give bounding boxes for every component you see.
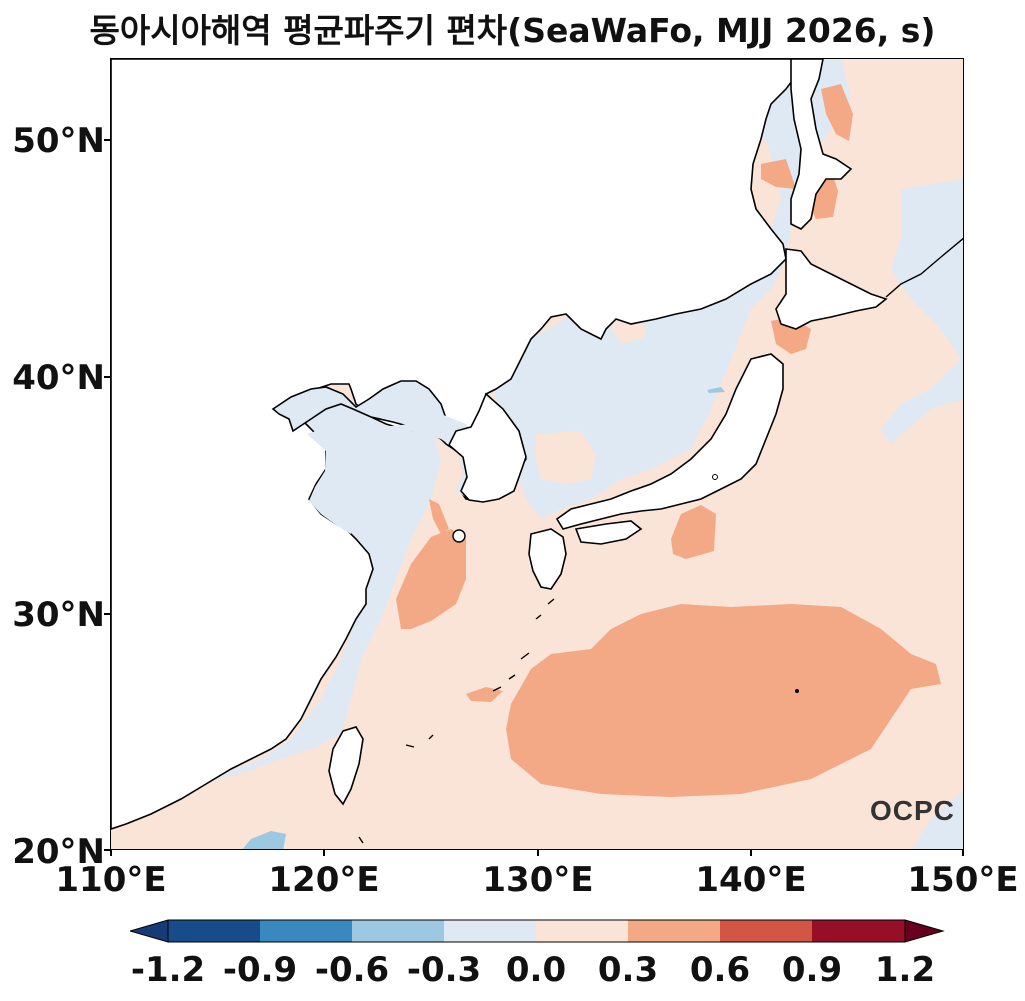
anomaly-fill-pos-low-patch — [536, 431, 596, 484]
colorbar-outline — [167, 919, 906, 943]
lat-label-20n: 20°N — [12, 832, 105, 872]
lat-label-40n: 40°N — [12, 358, 105, 398]
colorbar-segment — [352, 920, 444, 942]
colorbar-segment — [720, 920, 812, 942]
colorbar-segment — [260, 920, 352, 942]
island-jeju — [452, 529, 466, 543]
map-panel — [110, 58, 964, 850]
lat-label-50n: 50°N — [12, 121, 105, 161]
anomaly-fill-pos-mid-strip — [429, 499, 449, 534]
colorbar-segment — [628, 920, 720, 942]
lon-tick — [750, 850, 752, 856]
colorbar-tick-label: 0.0 — [505, 950, 567, 990]
small-islands-south — [358, 734, 434, 844]
land-japan-shikoku — [574, 520, 643, 545]
colorbar-tick-label: 1.2 — [874, 950, 936, 990]
anomaly-fill-pos-mid-eastchina — [396, 529, 466, 629]
lat-tick — [104, 613, 110, 615]
island-small — [712, 474, 718, 480]
lat-tick — [104, 849, 110, 851]
anomaly-fill-neg-low-west — [111, 404, 441, 849]
colorbar-tick-label: -0.3 — [406, 950, 482, 990]
anomaly-fill-neg-mid-small — [707, 387, 725, 393]
lat-tick — [104, 139, 110, 141]
colorbar-tick-label: -0.9 — [222, 950, 298, 990]
lon-label-120e: 120°E — [268, 860, 380, 900]
ryukyu-islands — [492, 598, 555, 692]
korea-peninsula — [448, 392, 527, 503]
lon-tick — [323, 850, 325, 856]
land-japan-kyushu — [528, 528, 567, 590]
anomaly-fill-pos-mid-sakhalin1 — [821, 84, 853, 141]
anomaly-fill-neg-low-southeast — [912, 790, 963, 849]
anomaly-fill-neg-low-northeast — [881, 179, 963, 444]
colorbar-tick-label: 0.6 — [689, 950, 751, 990]
ocpc-logo: OCPC — [870, 795, 955, 826]
colorbar-segment — [444, 920, 536, 942]
island-small — [795, 689, 799, 693]
lon-label-140e: 140°E — [695, 860, 807, 900]
colorbar — [128, 918, 945, 944]
anomaly-fill-pos-mid-pacific — [506, 604, 941, 797]
land-taiwan — [328, 726, 364, 806]
lon-tick — [537, 850, 539, 856]
lon-label-110e: 110°E — [55, 860, 167, 900]
anomaly-fill-pos-mid-sakhalin2 — [761, 159, 796, 189]
colorbar-extend-high — [904, 919, 945, 943]
wave-period-anomaly-map — [111, 59, 963, 849]
anomaly-fill-neg-mid — [242, 831, 286, 849]
colorbar-segment — [168, 920, 260, 942]
lon-label-150e: 150°E — [907, 860, 1019, 900]
land-japan-honshu — [555, 353, 784, 530]
kuril-islands — [885, 237, 963, 298]
colorbar-tick-label: -1.2 — [130, 950, 206, 990]
colorbar-extend-low — [128, 919, 169, 943]
lat-label-30n: 30°N — [12, 595, 105, 635]
yellow-sea-inner — [307, 414, 489, 534]
land-japan-hokkaido — [775, 248, 888, 330]
colorbar-tick-label: 0.3 — [597, 950, 659, 990]
lon-tick — [962, 850, 964, 856]
map-title: 동아시아해역 평균파주기 편차(SeaWaFo, MJJ 2026, s) — [89, 11, 936, 50]
colorbar-tick-label: 0.9 — [781, 950, 843, 990]
colorbar-segment — [812, 920, 905, 942]
lon-tick — [110, 850, 112, 856]
colorbar-tick-label: -0.6 — [314, 950, 390, 990]
anomaly-fill-pos-mid-shikoku — [671, 505, 716, 559]
colorbar-graphic — [128, 919, 945, 943]
lat-tick — [104, 376, 110, 378]
colorbar-segment — [536, 920, 628, 942]
lon-label-130e: 130°E — [482, 860, 594, 900]
land-sakhalin — [790, 59, 853, 230]
